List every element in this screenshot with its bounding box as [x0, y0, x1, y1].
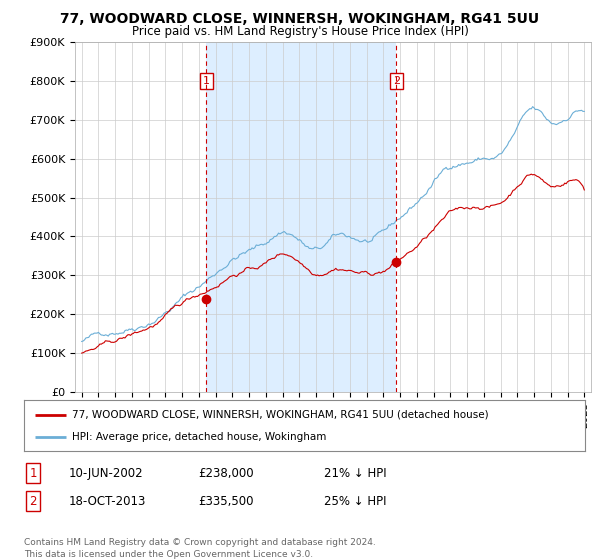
Text: 2: 2	[393, 76, 400, 86]
Text: 1: 1	[203, 76, 210, 86]
Text: 25% ↓ HPI: 25% ↓ HPI	[324, 494, 386, 508]
Text: 18-OCT-2013: 18-OCT-2013	[69, 494, 146, 508]
Text: 21% ↓ HPI: 21% ↓ HPI	[324, 466, 386, 480]
Text: £238,000: £238,000	[198, 466, 254, 480]
Text: 77, WOODWARD CLOSE, WINNERSH, WOKINGHAM, RG41 5UU (detached house): 77, WOODWARD CLOSE, WINNERSH, WOKINGHAM,…	[71, 409, 488, 419]
Text: 77, WOODWARD CLOSE, WINNERSH, WOKINGHAM, RG41 5UU: 77, WOODWARD CLOSE, WINNERSH, WOKINGHAM,…	[61, 12, 539, 26]
Text: £335,500: £335,500	[198, 494, 254, 508]
Text: Price paid vs. HM Land Registry's House Price Index (HPI): Price paid vs. HM Land Registry's House …	[131, 25, 469, 38]
Text: HPI: Average price, detached house, Wokingham: HPI: Average price, detached house, Woki…	[71, 432, 326, 442]
Text: 1: 1	[29, 466, 37, 480]
Text: 10-JUN-2002: 10-JUN-2002	[69, 466, 143, 480]
Bar	[206, 42, 397, 392]
Text: Contains HM Land Registry data © Crown copyright and database right 2024.
This d: Contains HM Land Registry data © Crown c…	[24, 538, 376, 559]
Text: 2: 2	[29, 494, 37, 508]
